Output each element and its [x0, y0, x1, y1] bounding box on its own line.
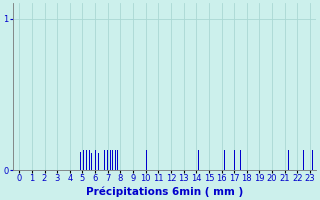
Bar: [107, 150, 108, 170]
Bar: [224, 150, 225, 170]
Bar: [303, 150, 304, 170]
Bar: [83, 150, 84, 170]
Bar: [198, 150, 199, 170]
Bar: [312, 150, 313, 170]
Bar: [288, 150, 289, 170]
X-axis label: Précipitations 6min ( mm ): Précipitations 6min ( mm ): [86, 186, 243, 197]
Bar: [89, 150, 90, 170]
Bar: [240, 150, 241, 170]
Bar: [147, 150, 148, 170]
Bar: [117, 150, 118, 170]
Bar: [95, 150, 96, 170]
Bar: [80, 152, 81, 170]
Bar: [101, 150, 102, 170]
Bar: [86, 150, 87, 170]
Bar: [234, 150, 235, 170]
Bar: [110, 150, 111, 170]
Bar: [112, 150, 113, 170]
Bar: [104, 150, 105, 170]
Bar: [115, 150, 116, 170]
